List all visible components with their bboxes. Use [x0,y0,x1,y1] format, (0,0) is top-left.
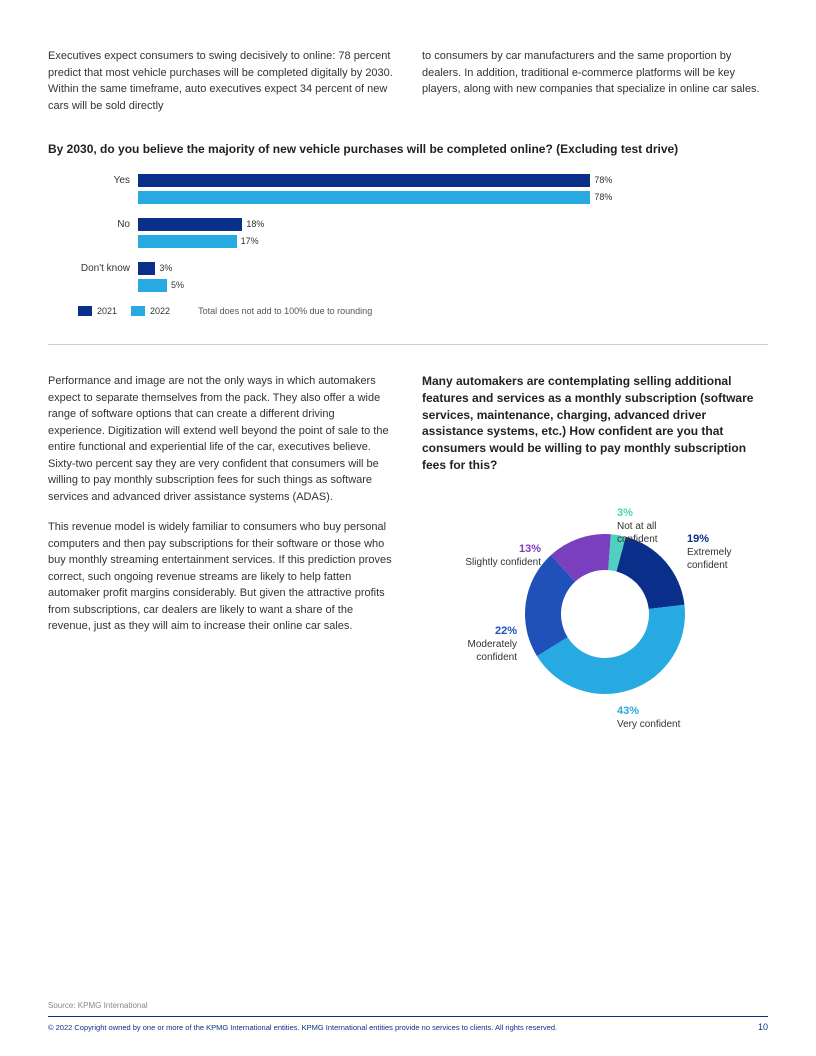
bar-row: 5% [78,279,768,292]
bar-row: 78% [78,191,768,204]
donut-label-text: Not at allconfident [617,520,658,546]
donut-chart: 19%Extremelyconfident 43%Very confident 22… [435,494,755,754]
legend-item: 2021 [78,306,117,316]
section-divider [48,344,768,345]
bar-chart-legend: 2021 2022 Total does not add to 100% due t… [78,306,768,316]
bar-row: 17% [78,235,768,248]
donut-svg [525,534,685,694]
legend-swatch [131,306,145,316]
bar: 18% [138,218,242,231]
bar-row: No18% [78,218,768,231]
donut-label-text: Extremelyconfident [687,546,731,572]
intro-columns: Executives expect consumers to swing dec… [48,48,768,114]
bar-value-label: 3% [155,262,172,275]
bar-value-label: 18% [242,218,264,231]
bar-value-label: 78% [590,191,612,204]
legend-label: 2022 [150,306,170,316]
copyright-text: © 2022 Copyright owned by one or more of… [48,1023,557,1032]
bar-value-label: 17% [237,235,259,248]
bar-value-label: 78% [590,174,612,187]
body-p1: Performance and image are not the only w… [48,373,394,505]
donut-title: Many automakers are contemplating sellin… [422,373,768,474]
donut-slice-label: 22%Moderatelyconfident [445,624,517,664]
bar-category-label: Yes [78,175,138,186]
bar: 78% [138,191,590,204]
donut-label-text: Moderatelyconfident [445,638,517,664]
donut-slice [616,537,684,609]
bar: 3% [138,262,155,275]
bar: 78% [138,174,590,187]
bar: 17% [138,235,237,248]
intro-col1: Executives expect consumers to swing dec… [48,48,394,114]
bar-value-label: 5% [167,279,184,292]
donut-slice-label: 3%Not at allconfident [617,506,658,546]
page-number: 10 [758,1022,768,1032]
bar-chart-title: By 2030, do you believe the majority of … [48,142,768,156]
body-p2: This revenue model is widely familiar to… [48,519,394,635]
donut-slice-label: 19%Extremelyconfident [687,532,731,572]
legend-note: Total does not add to 100% due to roundi… [198,306,372,316]
legend-item: 2022 [131,306,170,316]
donut-pct: 43% [617,704,680,718]
donut-pct: 19% [687,532,731,546]
donut-pct: 13% [443,542,541,556]
bar: 5% [138,279,167,292]
source-line: Source: KPMG International [48,1001,768,1010]
page-footer: Source: KPMG International © 2022 Copyri… [48,1001,768,1032]
donut-label-text: Slightly confident [443,556,541,569]
intro-col2: to consumers by car manufacturers and th… [422,48,768,114]
bar-category-label: No [78,219,138,230]
bar-chart: Yes78%78%No18%17%Don't know3%5% [78,174,768,292]
legend-label: 2021 [97,306,117,316]
donut-slice-label: 43%Very confident [617,704,680,731]
donut-pct: 22% [445,624,517,638]
donut-pct: 3% [617,506,658,520]
bar-row: Yes78% [78,174,768,187]
donut-slice-label: 13%Slightly confident [443,542,541,569]
donut-label-text: Very confident [617,718,680,731]
legend-swatch [78,306,92,316]
bar-row: Don't know3% [78,262,768,275]
bar-category-label: Don't know [78,263,138,274]
